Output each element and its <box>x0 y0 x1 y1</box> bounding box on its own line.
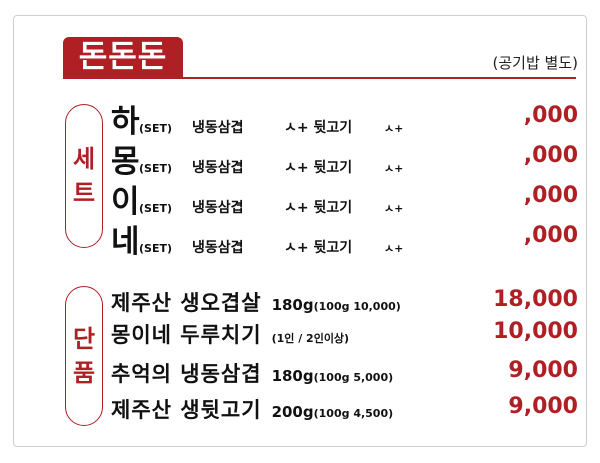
set-description: 냉동삼겹 <box>192 160 244 176</box>
set-name: 몽 <box>111 144 140 180</box>
item-unit-note: (1인 / 2인이상) <box>271 332 350 345</box>
set-addon: ㅅ+ 뒷고기 <box>284 240 353 256</box>
menu-item-row: 추억의 냉동삼겹 180g(100g 5,000) <box>111 358 393 388</box>
item-amount-value: 200g <box>271 403 314 421</box>
set-price: ,000 <box>523 223 578 248</box>
set-name: 네 <box>111 224 140 260</box>
set-tag: (SET) <box>139 162 172 175</box>
section-label-set: 세 트 <box>65 104 103 248</box>
section-label-single: 단 품 <box>65 286 103 426</box>
set-tag: (SET) <box>139 202 172 215</box>
title-divider <box>63 77 576 79</box>
item-name: 추억의 냉동삼겹 <box>111 362 262 386</box>
item-unit-note: (100g 10,000) <box>313 300 401 313</box>
set-addon: ㅅ+ 뒷고기 <box>284 120 353 136</box>
item-unit-note: (100g 5,000) <box>313 371 394 384</box>
item-amount-value: 180g <box>271 296 314 314</box>
set-addon-extra: ㅅ+ <box>384 162 404 175</box>
item-unit-note: (100g 4,500) <box>313 407 394 420</box>
set-name: 이 <box>111 184 140 220</box>
section-char: 품 <box>72 359 96 387</box>
set-description: 냉동삼겹 <box>192 200 244 216</box>
menu-item-row: 몽이네 두루치기 (1인 / 2인이상) <box>111 319 349 349</box>
set-tag: (SET) <box>139 122 172 135</box>
section-char: 단 <box>72 325 96 353</box>
restaurant-title: 돈돈돈 <box>63 37 183 78</box>
item-amount: (1인 / 2인이상) <box>272 328 350 346</box>
set-description: 냉동삼겹 <box>192 120 244 136</box>
item-price: 18,000 <box>493 287 578 312</box>
menu-item-row: 제주산 생오겹살 180g(100g 10,000) <box>111 287 401 317</box>
set-menu-row: 네 (SET) 냉동삼겹 ㅅ+ 뒷고기 ㅅ+ <box>111 216 403 260</box>
item-name: 몽이네 두루치기 <box>111 323 262 347</box>
item-amount: 180g(100g 5,000) <box>272 367 394 385</box>
item-amount: 200g(100g 4,500) <box>272 403 394 421</box>
set-description: 냉동삼겹 <box>192 240 244 256</box>
set-price: ,000 <box>523 103 578 128</box>
item-amount-value: 180g <box>271 367 314 385</box>
section-char: 트 <box>72 179 96 207</box>
item-amount: 180g(100g 10,000) <box>272 296 401 314</box>
menu-item-row: 제주산 생뒷고기 200g(100g 4,500) <box>111 394 393 424</box>
set-addon: ㅅ+ 뒷고기 <box>284 160 353 176</box>
set-price: ,000 <box>523 183 578 208</box>
item-name: 제주산 생오겹살 <box>111 291 262 315</box>
item-name: 제주산 생뒷고기 <box>111 398 262 422</box>
set-tag: (SET) <box>139 242 172 255</box>
section-char: 세 <box>72 145 96 173</box>
set-menu-row: 몽 (SET) 냉동삼겹 ㅅ+ 뒷고기 ㅅ+ <box>111 136 403 180</box>
item-price: 9,000 <box>508 358 578 383</box>
set-menu-row: 이 (SET) 냉동삼겹 ㅅ+ 뒷고기 ㅅ+ <box>111 176 403 220</box>
set-addon-extra: ㅅ+ <box>384 202 404 215</box>
set-price: ,000 <box>523 143 578 168</box>
set-addon-extra: ㅅ+ <box>384 122 404 135</box>
set-addon-extra: ㅅ+ <box>384 242 404 255</box>
rice-separate-note: (공기밥 별도) <box>492 54 578 72</box>
set-name: 하 <box>111 104 140 140</box>
set-addon: ㅅ+ 뒷고기 <box>284 200 353 216</box>
item-price: 10,000 <box>493 319 578 344</box>
item-price: 9,000 <box>508 394 578 419</box>
menu-card <box>13 15 587 447</box>
set-menu-row: 하 (SET) 냉동삼겹 ㅅ+ 뒷고기 ㅅ+ <box>111 96 403 140</box>
